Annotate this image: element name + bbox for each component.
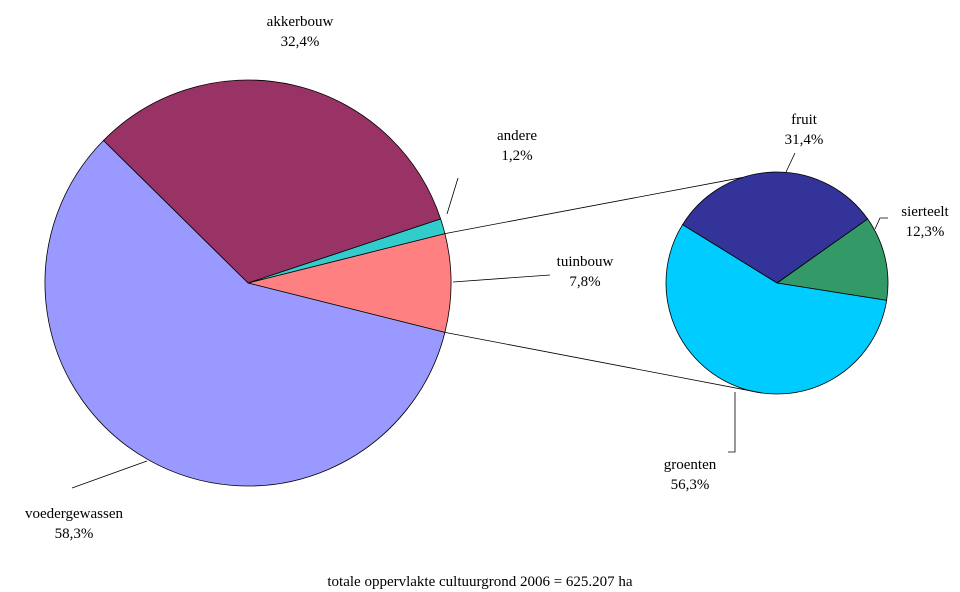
label-sierteelt-value: 12,3% <box>906 224 945 240</box>
slice-sierteelt <box>775 218 889 301</box>
label-groenten-value: 56,3% <box>671 477 710 493</box>
leader-line-fruit <box>785 152 796 173</box>
slice-tuinbouw <box>247 233 452 333</box>
leader-line-voedergewassen <box>71 460 148 489</box>
main-pie <box>44 79 452 487</box>
connector-lines <box>444 177 762 394</box>
label-akkerbouw: akkerbouw <box>267 14 334 30</box>
connector-line-bottom <box>444 331 762 394</box>
label-andere: andere <box>497 128 537 144</box>
label-groenten: groenten <box>664 457 717 473</box>
label-akkerbouw-value: 32,4% <box>281 34 320 50</box>
label-sierteelt: sierteelt <box>901 204 949 220</box>
label-tuinbouw: tuinbouw <box>557 254 614 270</box>
leader-lines <box>71 152 888 489</box>
label-voedergewassen-value: 58,3% <box>55 526 94 542</box>
leader-line-sierteelt <box>874 217 888 230</box>
slice-labels: akkerbouw 32,4% andere 1,2% tuinbouw 7,8% voed… <box>25 14 950 542</box>
leader-line-andere <box>446 177 459 215</box>
label-tuinbouw-value: 7,8% <box>569 274 600 290</box>
label-fruit-value: 31,4% <box>785 132 824 148</box>
leader-line-groenten <box>728 392 736 453</box>
slice-fruit <box>681 171 869 284</box>
slice-akkerbouw <box>102 79 442 284</box>
footnote: totale oppervlakte cultuurgrond 2006 = 6… <box>327 574 633 590</box>
slice-groenten <box>665 224 888 395</box>
connector-line-top <box>444 177 743 235</box>
slice-voedergewassen <box>44 139 446 487</box>
leader-line-tuinbouw <box>452 274 551 283</box>
sub-pie <box>665 171 889 395</box>
label-andere-value: 1,2% <box>501 148 532 164</box>
label-fruit: fruit <box>791 112 818 128</box>
label-voedergewassen: voedergewassen <box>25 506 124 522</box>
